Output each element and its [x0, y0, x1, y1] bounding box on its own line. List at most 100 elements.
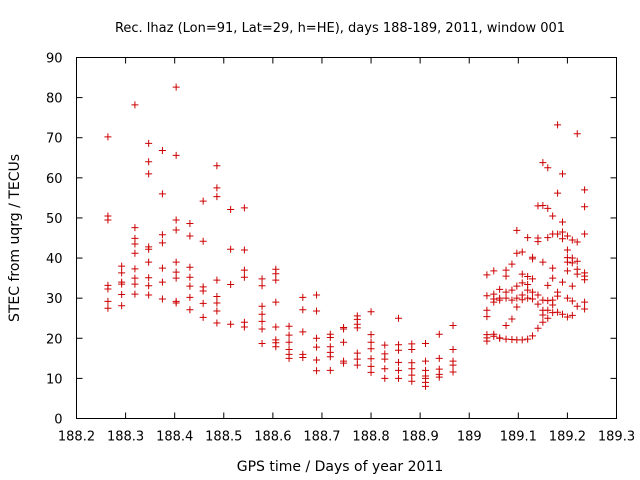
data-point — [408, 359, 416, 367]
data-point — [299, 306, 307, 314]
data-point — [581, 230, 589, 238]
y-tick-label: 20 — [46, 332, 63, 347]
data-point — [145, 274, 153, 282]
data-point — [539, 159, 547, 167]
data-point — [559, 170, 566, 178]
data-point — [395, 314, 403, 322]
data-point — [172, 268, 180, 276]
x-axis: 188.2 188.3 188.4 188.5 188.6 188.7 188.8 188.9… — [58, 57, 635, 445]
data-point — [529, 288, 537, 296]
data-point — [118, 280, 126, 288]
data-point — [258, 339, 266, 347]
data-point — [145, 282, 153, 290]
x-tick-label: 188.3 — [107, 430, 144, 445]
data-point — [524, 294, 532, 302]
data-point — [313, 356, 321, 364]
data-point — [539, 311, 547, 319]
data-point — [313, 307, 321, 315]
data-point — [227, 320, 235, 328]
data-point — [544, 164, 552, 172]
data-point — [299, 293, 307, 301]
data-point — [534, 324, 542, 332]
data-point — [213, 307, 221, 315]
data-point — [131, 249, 139, 257]
data-point — [539, 202, 547, 210]
data-point — [581, 298, 589, 306]
data-point — [227, 206, 235, 214]
data-point — [240, 323, 248, 331]
data-point — [518, 270, 526, 278]
data-point — [496, 334, 504, 342]
data-point — [213, 319, 221, 327]
data-point — [186, 306, 194, 314]
x-tick-label: 189.3 — [598, 430, 635, 445]
data-point — [549, 274, 557, 282]
data-point — [549, 301, 557, 309]
data-point — [213, 184, 221, 192]
x-tick-label: 188.7 — [303, 430, 340, 445]
data-point — [367, 345, 375, 353]
data-point — [186, 232, 194, 240]
data-point — [422, 382, 430, 390]
data-point — [490, 332, 498, 340]
x-tick-label: 188.6 — [254, 430, 291, 445]
data-point — [496, 285, 504, 293]
data-point — [299, 354, 307, 362]
data-point — [213, 193, 221, 201]
data-point — [513, 282, 521, 290]
data-point — [568, 311, 576, 319]
x-tick-label: 188.9 — [402, 430, 439, 445]
data-point — [158, 231, 166, 239]
data-point — [240, 246, 248, 254]
data-point — [240, 273, 248, 281]
data-point — [272, 276, 280, 284]
data-point — [549, 264, 557, 272]
data-point — [563, 258, 571, 266]
data-point — [326, 353, 334, 361]
data-point — [258, 302, 266, 310]
data-point — [449, 346, 457, 354]
data-point — [422, 357, 430, 365]
data-point — [118, 262, 126, 270]
data-point — [554, 292, 562, 300]
data-point — [367, 362, 375, 370]
data-point — [524, 335, 532, 343]
x-tick-label: 188.2 — [58, 430, 95, 445]
data-point — [104, 297, 112, 305]
data-point — [395, 366, 403, 374]
data-point — [573, 302, 581, 310]
data-point — [554, 121, 562, 129]
data-point — [118, 291, 126, 299]
data-point — [554, 189, 562, 197]
data-points — [104, 83, 589, 390]
data-point — [158, 278, 166, 286]
data-point — [544, 281, 552, 289]
data-point — [353, 324, 361, 332]
data-point — [172, 83, 180, 91]
y-tick-label: 70 — [46, 132, 63, 147]
data-point — [483, 306, 491, 314]
data-point — [449, 361, 457, 369]
data-point — [518, 279, 526, 287]
data-point — [145, 170, 153, 178]
data-point — [483, 292, 491, 300]
y-tick-label: 50 — [46, 212, 63, 227]
data-point — [172, 258, 180, 266]
y-tick-label: 0 — [54, 413, 62, 428]
y-tick-label: 60 — [46, 172, 63, 187]
data-point — [272, 343, 280, 351]
data-point — [227, 281, 235, 289]
data-point — [490, 267, 498, 275]
data-point — [326, 333, 334, 341]
data-point — [381, 374, 389, 382]
data-point — [502, 321, 510, 329]
data-point — [158, 147, 166, 155]
data-point — [104, 285, 112, 293]
data-point — [213, 162, 221, 170]
y-tick-label: 30 — [46, 292, 63, 307]
data-point — [502, 266, 510, 274]
data-point — [285, 322, 293, 330]
data-point — [408, 346, 416, 354]
data-point — [559, 310, 566, 318]
